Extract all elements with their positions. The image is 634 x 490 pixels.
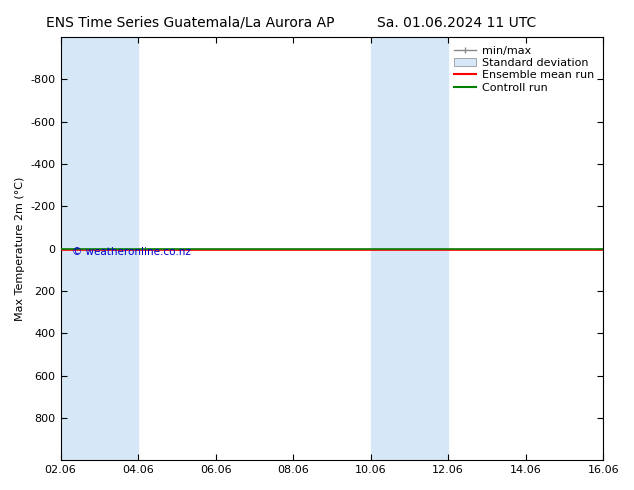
Text: Sa. 01.06.2024 11 UTC: Sa. 01.06.2024 11 UTC bbox=[377, 16, 536, 30]
Bar bbox=[371, 37, 448, 460]
Y-axis label: Max Temperature 2m (°C): Max Temperature 2m (°C) bbox=[15, 176, 25, 321]
Bar bbox=[60, 37, 138, 460]
Text: © weatheronline.co.nz: © weatheronline.co.nz bbox=[72, 247, 191, 257]
Text: ENS Time Series Guatemala/La Aurora AP: ENS Time Series Guatemala/La Aurora AP bbox=[46, 16, 335, 30]
Legend: min/max, Standard deviation, Ensemble mean run, Controll run: min/max, Standard deviation, Ensemble me… bbox=[451, 43, 598, 96]
Bar bbox=[603, 37, 634, 460]
